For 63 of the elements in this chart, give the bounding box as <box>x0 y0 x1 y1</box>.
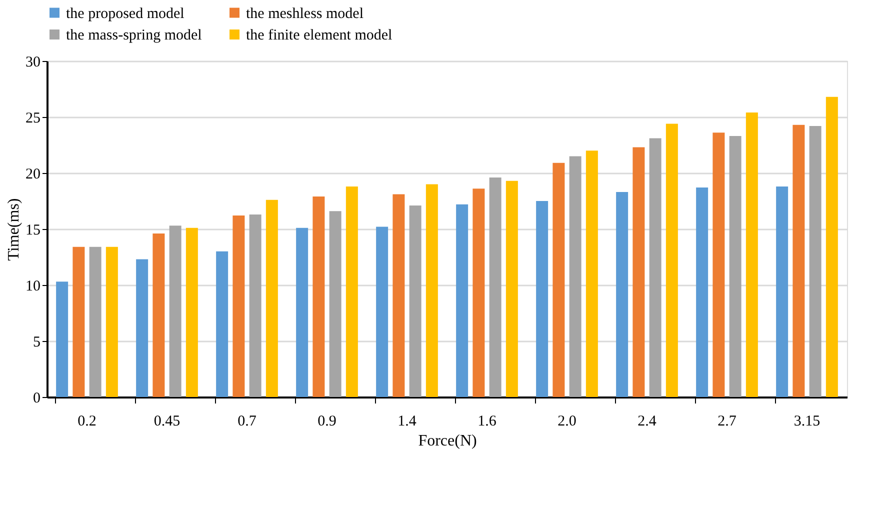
y-tick-label: 15 <box>26 222 40 238</box>
x-tick-label: 2.4 <box>638 414 657 430</box>
bar <box>696 188 708 397</box>
bar <box>216 251 228 397</box>
y-tick-label: 5 <box>33 334 40 350</box>
bar <box>312 196 325 397</box>
x-tick-label: 0.45 <box>154 414 180 430</box>
bar <box>536 201 548 397</box>
legend-label: the meshless model <box>246 6 364 22</box>
bar <box>266 200 278 397</box>
bar <box>776 186 788 397</box>
x-tick-label: 2.7 <box>718 414 737 430</box>
x-axis-title: Force(N) <box>418 432 477 450</box>
bar <box>616 192 628 397</box>
x-tick-label: 1.4 <box>398 414 417 430</box>
bar <box>152 233 165 397</box>
bar <box>296 228 308 397</box>
bar <box>809 126 822 397</box>
x-tick-label: 1.6 <box>478 414 497 430</box>
x-tick-label: 0.2 <box>78 414 96 430</box>
x-tick-label: 0.7 <box>238 414 257 430</box>
y-tick-label: 30 <box>26 54 40 70</box>
bar <box>569 156 582 397</box>
bar <box>426 184 438 397</box>
bar <box>136 259 148 397</box>
bar <box>632 147 645 397</box>
bar <box>169 226 182 397</box>
bar <box>249 214 262 397</box>
bar <box>666 124 678 397</box>
bar <box>89 246 102 397</box>
legend-label: the proposed model <box>66 6 184 22</box>
bar <box>826 96 838 397</box>
x-tick-label: 0.9 <box>318 414 336 430</box>
bar <box>346 186 358 397</box>
y-tick-label: 10 <box>26 278 40 294</box>
bar <box>456 204 468 397</box>
bar <box>392 194 405 397</box>
bar <box>56 282 68 397</box>
bar <box>409 205 422 397</box>
bar <box>472 188 485 397</box>
y-tick-label: 20 <box>26 166 40 182</box>
y-axis-title: Time(ms) <box>6 198 22 261</box>
legend-label: the mass-spring model <box>66 28 202 44</box>
y-tick-label: 0 <box>33 390 40 406</box>
bar <box>586 150 598 397</box>
bar <box>72 246 85 397</box>
bar <box>106 246 118 397</box>
bar <box>376 226 388 397</box>
x-tick-label: 3.15 <box>794 414 820 430</box>
bar <box>729 136 742 397</box>
bar <box>506 180 518 397</box>
bar <box>232 216 245 397</box>
legend-label: the finite element model <box>246 28 392 44</box>
y-tick-label: 25 <box>26 110 40 126</box>
bar <box>649 138 662 397</box>
x-tick-label: 2.0 <box>558 414 576 430</box>
bar <box>552 162 565 397</box>
bar <box>489 177 502 397</box>
bar <box>186 228 198 397</box>
bar <box>329 211 342 397</box>
bar <box>712 132 725 397</box>
bar <box>792 124 805 397</box>
bar <box>746 112 758 397</box>
